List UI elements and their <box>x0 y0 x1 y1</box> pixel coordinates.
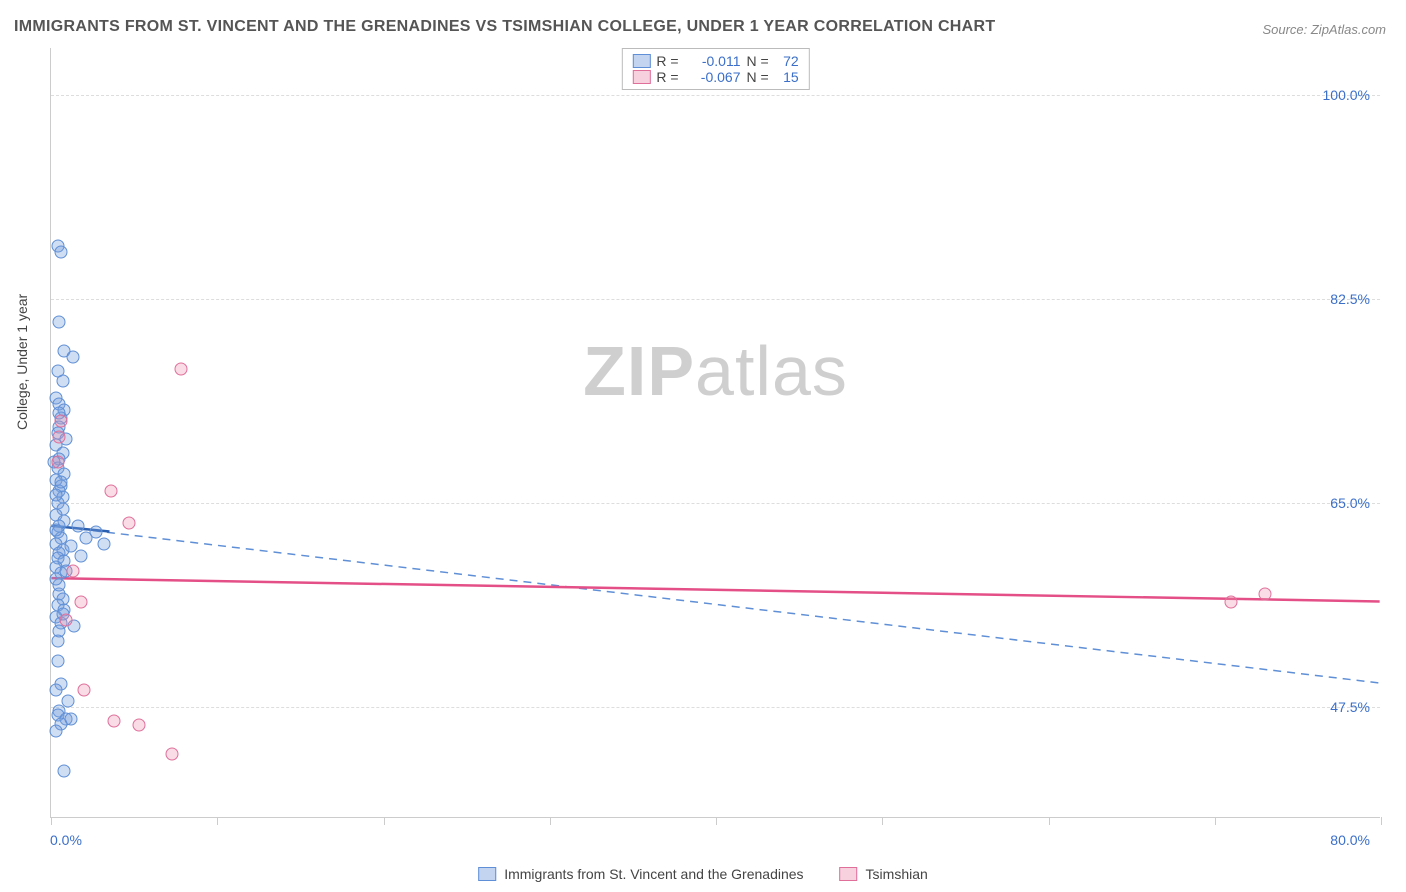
trend-line <box>51 526 1379 683</box>
x-axis-label-left: 0.0% <box>50 832 82 848</box>
scatter-point-pink <box>1258 588 1271 601</box>
swatch-pink-icon <box>840 867 858 881</box>
legend-label-pink: Tsimshian <box>866 866 928 882</box>
scatter-point-pink <box>108 715 121 728</box>
scatter-point-pink <box>166 747 179 760</box>
gridline-h <box>51 503 1380 504</box>
scatter-point-blue <box>58 765 71 778</box>
scatter-point-blue <box>49 488 62 501</box>
scatter-point-pink <box>53 430 66 443</box>
scatter-point-blue <box>49 523 62 536</box>
scatter-point-blue <box>98 537 111 550</box>
x-tick <box>716 817 717 825</box>
scatter-point-blue <box>64 712 77 725</box>
legend-item-pink: Tsimshian <box>840 866 928 882</box>
scatter-point-blue <box>49 683 62 696</box>
scatter-point-pink <box>51 456 64 469</box>
y-tick-label: 47.5% <box>1330 699 1370 715</box>
scatter-point-pink <box>78 683 91 696</box>
x-tick <box>1381 817 1382 825</box>
scatter-point-pink <box>74 596 87 609</box>
x-tick <box>1215 817 1216 825</box>
legend-item-blue: Immigrants from St. Vincent and the Gren… <box>478 866 803 882</box>
x-tick <box>384 817 385 825</box>
trend-lines-svg <box>51 48 1380 817</box>
x-axis-label-right: 80.0% <box>1330 832 1370 848</box>
y-tick-label: 65.0% <box>1330 495 1370 511</box>
legend-series: Immigrants from St. Vincent and the Gren… <box>478 866 928 882</box>
source-label: Source: ZipAtlas.com <box>1262 22 1386 37</box>
legend-label-blue: Immigrants from St. Vincent and the Gren… <box>504 866 803 882</box>
scatter-point-blue <box>53 316 66 329</box>
x-tick <box>550 817 551 825</box>
scatter-point-blue <box>49 724 62 737</box>
x-tick <box>882 817 883 825</box>
chart-title: IMMIGRANTS FROM ST. VINCENT AND THE GREN… <box>14 18 995 36</box>
scatter-point-blue <box>56 374 69 387</box>
gridline-h <box>51 299 1380 300</box>
scatter-point-blue <box>51 654 64 667</box>
scatter-point-pink <box>123 516 136 529</box>
y-axis-title: College, Under 1 year <box>14 294 30 430</box>
swatch-blue-icon <box>478 867 496 881</box>
scatter-point-blue <box>71 520 84 533</box>
scatter-point-pink <box>59 613 72 626</box>
gridline-h <box>51 95 1380 96</box>
x-tick <box>51 817 52 825</box>
plot-area: ZIPatlas R = -0.011 N = 72 R = -0.067 N … <box>50 48 1380 818</box>
scatter-point-pink <box>1225 596 1238 609</box>
scatter-point-blue <box>61 695 74 708</box>
scatter-point-pink <box>66 564 79 577</box>
scatter-point-pink <box>54 415 67 428</box>
scatter-point-blue <box>51 634 64 647</box>
scatter-point-blue <box>89 526 102 539</box>
scatter-point-blue <box>66 351 79 364</box>
scatter-point-pink <box>104 485 117 498</box>
scatter-point-pink <box>133 718 146 731</box>
x-tick <box>1049 817 1050 825</box>
scatter-point-blue <box>54 476 67 489</box>
scatter-point-blue <box>74 549 87 562</box>
scatter-point-pink <box>174 362 187 375</box>
trend-line <box>51 578 1379 601</box>
y-tick-label: 82.5% <box>1330 291 1370 307</box>
gridline-h <box>51 707 1380 708</box>
y-tick-label: 100.0% <box>1323 87 1370 103</box>
x-tick <box>217 817 218 825</box>
scatter-point-blue <box>54 246 67 259</box>
